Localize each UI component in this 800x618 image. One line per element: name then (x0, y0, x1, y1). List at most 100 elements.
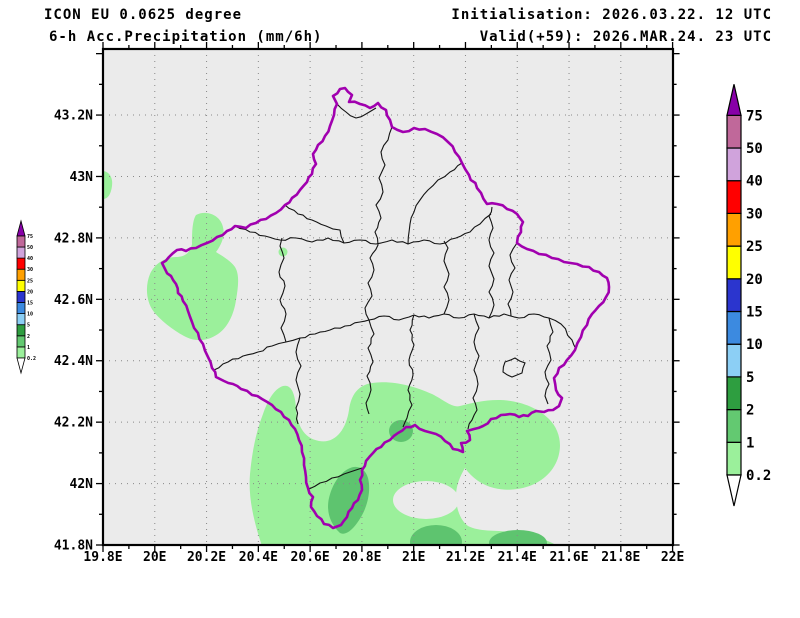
colorbar-segment (726, 180, 742, 214)
init-time-label: Initialisation: 2026.03.22. 12 UTC (451, 7, 772, 23)
colorbar-label: 40 (746, 174, 763, 190)
colorbar-mini-label: 30 (27, 267, 33, 273)
colorbar-mini-label: 25 (27, 278, 33, 284)
precip-light-regions (103, 171, 560, 545)
colorbar-mini-label: 5 (27, 323, 30, 329)
colorbar-label: 1 (746, 435, 754, 451)
y-tick-label: 42.2N (54, 416, 93, 431)
y-tick-label: 43.2N (54, 109, 93, 124)
x-tick-label: 20E (143, 550, 166, 565)
y-tick-label: 42.6N (54, 293, 93, 308)
y-tick-label: 42N (70, 477, 94, 492)
precip-light-region (249, 382, 560, 545)
x-tick-label: 21.4E (498, 550, 537, 565)
x-tick-label: 20.6E (291, 550, 330, 565)
axes: 19.8E 20E 20.2E 20.4E 20.6E 20.8E 21E 21.2E 21.4… (54, 42, 684, 565)
district-border-line (213, 319, 370, 371)
colorbar-mini-label: 10 (27, 312, 33, 318)
x-tick-label: 21.2E (446, 550, 485, 565)
colorbar-segment (726, 114, 742, 149)
y-tick-label: 41.8N (54, 539, 93, 554)
district-border-line (234, 213, 492, 245)
colorbar-segment (726, 376, 742, 411)
dry-gap (393, 481, 459, 519)
x-tick-label: 22E (661, 550, 684, 565)
x-tick-label: 21.8E (601, 550, 640, 565)
colorbar-mini-label: 2 (27, 334, 30, 340)
district-border-line (364, 126, 393, 321)
colorbar-underflow-arrow (16, 357, 26, 375)
y-tick-label: 43N (70, 170, 94, 185)
product-title: 6-h Acc.Precipitation (mm/6h) (49, 29, 323, 45)
x-tick-label: 19.8E (83, 550, 122, 565)
map-area (103, 49, 673, 545)
kosovo-border (160, 86, 611, 530)
colorbar-segment (16, 279, 26, 292)
colorbar-segment (726, 441, 742, 476)
colorbar-label: 2 (746, 403, 754, 419)
district-border-line (443, 240, 450, 315)
district-border-line (544, 317, 554, 405)
colorbar-segment (16, 335, 26, 348)
x-tick-label: 20.4E (239, 550, 278, 565)
precip-moderate-region (489, 530, 547, 545)
colorbar-segment (726, 212, 742, 247)
precip-moderate-region (328, 466, 370, 534)
valid-time-label: Valid(+59): 2026.MAR.24. 23 UTC (479, 29, 772, 45)
district-enclave (502, 357, 526, 378)
x-tick-label: 20.2E (187, 550, 226, 565)
colorbar-segment (726, 409, 742, 443)
colorbar-label: 30 (746, 206, 763, 222)
district-border-line (402, 314, 415, 428)
colorbar-segment (16, 268, 26, 281)
colorbar-segment (16, 290, 26, 303)
district-border-line (368, 313, 577, 350)
colorbar-segment (16, 302, 26, 315)
district-border-line (295, 337, 302, 425)
colorbar-label: 25 (746, 239, 763, 255)
colorbar-label: 10 (746, 337, 763, 353)
district-border-line (278, 237, 287, 343)
district-border-line (407, 162, 463, 245)
colorbar-segment (16, 324, 26, 337)
district-border-line (336, 103, 377, 119)
colorbar-label: 75 (746, 108, 763, 124)
colorbar-label: 50 (746, 141, 763, 157)
x-tick-label: 20.8E (342, 550, 381, 565)
colorbar-mini-label: 15 (27, 301, 33, 307)
district-borders (213, 103, 577, 490)
colorbar-segment (16, 235, 26, 248)
precip-moderate-region (410, 525, 462, 545)
colorbar-mini-label: 75 (27, 234, 33, 240)
colorbar-label: 15 (746, 305, 763, 321)
dry-gap (463, 493, 497, 519)
district-border-line (507, 242, 518, 317)
colorbar-overflow-arrow (16, 219, 26, 237)
district-border-line (467, 313, 480, 430)
y-tick-label: 42.4N (54, 354, 93, 369)
x-tick-label: 21.6E (549, 550, 588, 565)
precip-light-region (103, 171, 113, 199)
colorbar-mini-label: 50 (27, 245, 33, 251)
model-title: ICON EU 0.0625 degree (44, 7, 243, 23)
lat-lon-grid (103, 49, 673, 545)
colorbar-segment (16, 257, 26, 270)
colorbar-label: 5 (746, 370, 754, 386)
precip-light-region (146, 212, 239, 341)
colorbar-segment (726, 343, 742, 378)
y-tick-label: 42.8N (54, 231, 93, 246)
colorbar-segment (16, 246, 26, 259)
dry-gaps (393, 481, 497, 519)
colorbar-segment (726, 245, 742, 280)
colorbar-label: 20 (746, 272, 763, 288)
colorbar-segment (726, 310, 742, 345)
colorbar-mini-label: 1 (27, 345, 30, 351)
colorbar-segment (726, 147, 742, 182)
colorbar-mini-label: 20 (27, 289, 33, 295)
colorbar-segment (726, 278, 742, 313)
colorbar-mini-label: 0.2 (27, 356, 36, 362)
